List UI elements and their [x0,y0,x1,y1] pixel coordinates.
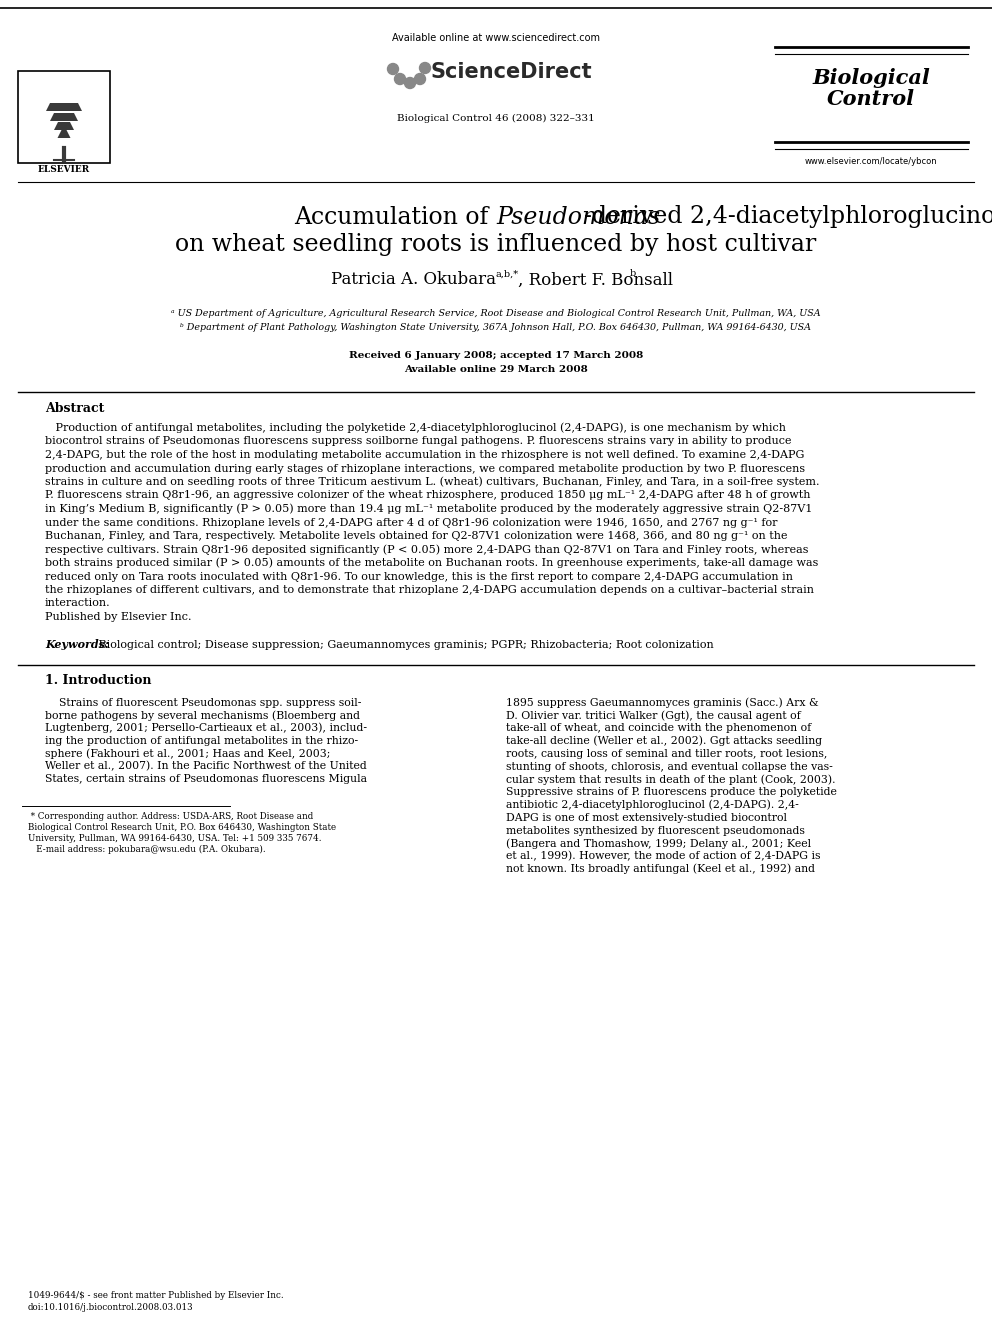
Text: on wheat seedling roots is influenced by host cultivar: on wheat seedling roots is influenced by… [176,233,816,257]
Text: Available online at www.sciencedirect.com: Available online at www.sciencedirect.co… [392,33,600,44]
Text: Control: Control [827,89,915,108]
Text: ELSEVIER: ELSEVIER [38,165,90,175]
Text: not known. Its broadly antifungal (Keel et al., 1992) and: not known. Its broadly antifungal (Keel … [506,864,815,875]
FancyBboxPatch shape [18,71,110,163]
Polygon shape [58,130,70,138]
Text: 2,4-DAPG, but the role of the host in modulating metabolite accumulation in the : 2,4-DAPG, but the role of the host in mo… [45,450,805,460]
Text: Accumulation of: Accumulation of [295,205,496,229]
Text: strains in culture and on seedling roots of three Triticum aestivum L. (wheat) c: strains in culture and on seedling roots… [45,476,819,487]
Text: roots, causing loss of seminal and tiller roots, root lesions,: roots, causing loss of seminal and tille… [506,749,827,758]
Text: a,b,*: a,b,* [496,270,519,279]
Text: b: b [630,270,636,279]
Text: interaction.: interaction. [45,598,111,609]
Text: Published by Elsevier Inc.: Published by Elsevier Inc. [45,613,191,622]
Text: Patricia A. Okubara: Patricia A. Okubara [331,271,496,288]
Polygon shape [46,103,82,111]
Text: doi:10.1016/j.biocontrol.2008.03.013: doi:10.1016/j.biocontrol.2008.03.013 [28,1303,193,1311]
Text: et al., 1999). However, the mode of action of 2,4-DAPG is: et al., 1999). However, the mode of acti… [506,851,820,861]
Text: Abstract: Abstract [45,401,104,414]
Text: P. fluorescens strain Q8r1-96, an aggressive colonizer of the wheat rhizosphere,: P. fluorescens strain Q8r1-96, an aggres… [45,491,810,500]
Text: Lugtenberg, 2001; Persello-Cartieaux et al., 2003), includ-: Lugtenberg, 2001; Persello-Cartieaux et … [45,722,367,733]
Text: www.elsevier.com/locate/ybcon: www.elsevier.com/locate/ybcon [805,156,937,165]
Text: respective cultivars. Strain Q8r1-96 deposited significantly (P < 0.05) more 2,4: respective cultivars. Strain Q8r1-96 dep… [45,544,808,554]
Text: University, Pullman, WA 99164-6430, USA. Tel: +1 509 335 7674.: University, Pullman, WA 99164-6430, USA.… [28,833,321,843]
Text: 1895 suppress Gaeumannomyces graminis (Sacc.) Arx &: 1895 suppress Gaeumannomyces graminis (S… [506,697,818,708]
Text: take-all decline (Weller et al., 2002). Ggt attacks seedling: take-all decline (Weller et al., 2002). … [506,736,822,746]
Text: production and accumulation during early stages of rhizoplane interactions, we c: production and accumulation during early… [45,463,806,474]
Text: Keywords:: Keywords: [45,639,113,650]
Circle shape [388,64,399,74]
Text: D. Olivier var. tritici Walker (Ggt), the causal agent of: D. Olivier var. tritici Walker (Ggt), th… [506,710,801,721]
Text: Available online 29 March 2008: Available online 29 March 2008 [404,365,588,374]
Text: ing the production of antifungal metabolites in the rhizo-: ing the production of antifungal metabol… [45,736,358,746]
Text: antibiotic 2,4-diacetylphloroglucinol (2,4-DAPG). 2,4-: antibiotic 2,4-diacetylphloroglucinol (2… [506,799,799,810]
Text: Biological Control Research Unit, P.O. Box 646430, Washington State: Biological Control Research Unit, P.O. B… [28,823,336,832]
Polygon shape [50,112,78,120]
Text: -derived 2,4-diacetylphloroglucinol: -derived 2,4-diacetylphloroglucinol [584,205,992,229]
Text: Biological control; Disease suppression; Gaeumannomyces graminis; PGPR; Rhizobac: Biological control; Disease suppression;… [95,639,714,650]
Text: E-mail address: pokubara@wsu.edu (P.A. Okubara).: E-mail address: pokubara@wsu.edu (P.A. O… [28,844,266,853]
Text: (Bangera and Thomashow, 1999; Delany al., 2001; Keel: (Bangera and Thomashow, 1999; Delany al.… [506,837,811,848]
Text: ScienceDirect: ScienceDirect [430,62,591,82]
Circle shape [415,74,426,85]
Text: Received 6 January 2008; accepted 17 March 2008: Received 6 January 2008; accepted 17 Mar… [349,351,643,360]
Circle shape [420,62,431,74]
Text: Production of antifungal metabolites, including the polyketide 2,4-diacetylphlor: Production of antifungal metabolites, in… [45,423,786,433]
Text: , Robert F. Bonsall: , Robert F. Bonsall [518,271,673,288]
Text: sphere (Fakhouri et al., 2001; Haas and Keel, 2003;: sphere (Fakhouri et al., 2001; Haas and … [45,749,330,759]
Text: take-all of wheat, and coincide with the phenomenon of: take-all of wheat, and coincide with the… [506,724,811,733]
Text: Suppressive strains of P. fluorescens produce the polyketide: Suppressive strains of P. fluorescens pr… [506,787,837,796]
Text: Buchanan, Finley, and Tara, respectively. Metabolite levels obtained for Q2-87V1: Buchanan, Finley, and Tara, respectively… [45,531,788,541]
Text: Biological: Biological [812,67,930,89]
Text: Biological Control 46 (2008) 322–331: Biological Control 46 (2008) 322–331 [397,114,595,123]
Text: Pseudomonas: Pseudomonas [496,205,660,229]
Text: Weller et al., 2007). In the Pacific Northwest of the United: Weller et al., 2007). In the Pacific Nor… [45,761,367,771]
Text: ᵃ US Department of Agriculture, Agricultural Research Service, Root Disease and : ᵃ US Department of Agriculture, Agricult… [172,308,820,318]
Text: in King’s Medium B, significantly (P > 0.05) more than 19.4 μg mL⁻¹ metabolite p: in King’s Medium B, significantly (P > 0… [45,504,812,515]
Text: biocontrol strains of Pseudomonas fluorescens suppress soilborne fungal pathogen: biocontrol strains of Pseudomonas fluore… [45,437,792,446]
Text: ᵇ Department of Plant Pathology, Washington State University, 367A Johnson Hall,: ᵇ Department of Plant Pathology, Washing… [181,324,811,332]
Text: stunting of shoots, chlorosis, and eventual collapse the vas-: stunting of shoots, chlorosis, and event… [506,762,832,771]
Text: borne pathogens by several mechanisms (Bloemberg and: borne pathogens by several mechanisms (B… [45,710,360,721]
Text: reduced only on Tara roots inoculated with Q8r1-96. To our knowledge, this is th: reduced only on Tara roots inoculated wi… [45,572,793,582]
Circle shape [405,78,416,89]
Text: 1. Introduction: 1. Introduction [45,673,152,687]
Text: States, certain strains of Pseudomonas fluorescens Migula: States, certain strains of Pseudomonas f… [45,774,367,785]
Text: metabolites synthesized by fluorescent pseudomonads: metabolites synthesized by fluorescent p… [506,826,805,836]
Text: Strains of fluorescent Pseudomonas spp. suppress soil-: Strains of fluorescent Pseudomonas spp. … [45,697,361,708]
Text: * Corresponding author. Address: USDA-ARS, Root Disease and: * Corresponding author. Address: USDA-AR… [28,811,313,820]
Text: 1049-9644/$ - see front matter Published by Elsevier Inc.: 1049-9644/$ - see front matter Published… [28,1290,284,1299]
Text: both strains produced similar (P > 0.05) amounts of the metabolite on Buchanan r: both strains produced similar (P > 0.05)… [45,558,818,569]
Circle shape [395,74,406,85]
Text: the rhizoplanes of different cultivars, and to demonstrate that rhizoplane 2,4-D: the rhizoplanes of different cultivars, … [45,585,814,595]
Text: cular system that results in death of the plant (Cook, 2003).: cular system that results in death of th… [506,774,835,785]
Text: under the same conditions. Rhizoplane levels of 2,4-DAPG after 4 d of Q8r1-96 co: under the same conditions. Rhizoplane le… [45,517,778,528]
Text: DAPG is one of most extensively-studied biocontrol: DAPG is one of most extensively-studied … [506,812,787,823]
Polygon shape [54,122,74,130]
